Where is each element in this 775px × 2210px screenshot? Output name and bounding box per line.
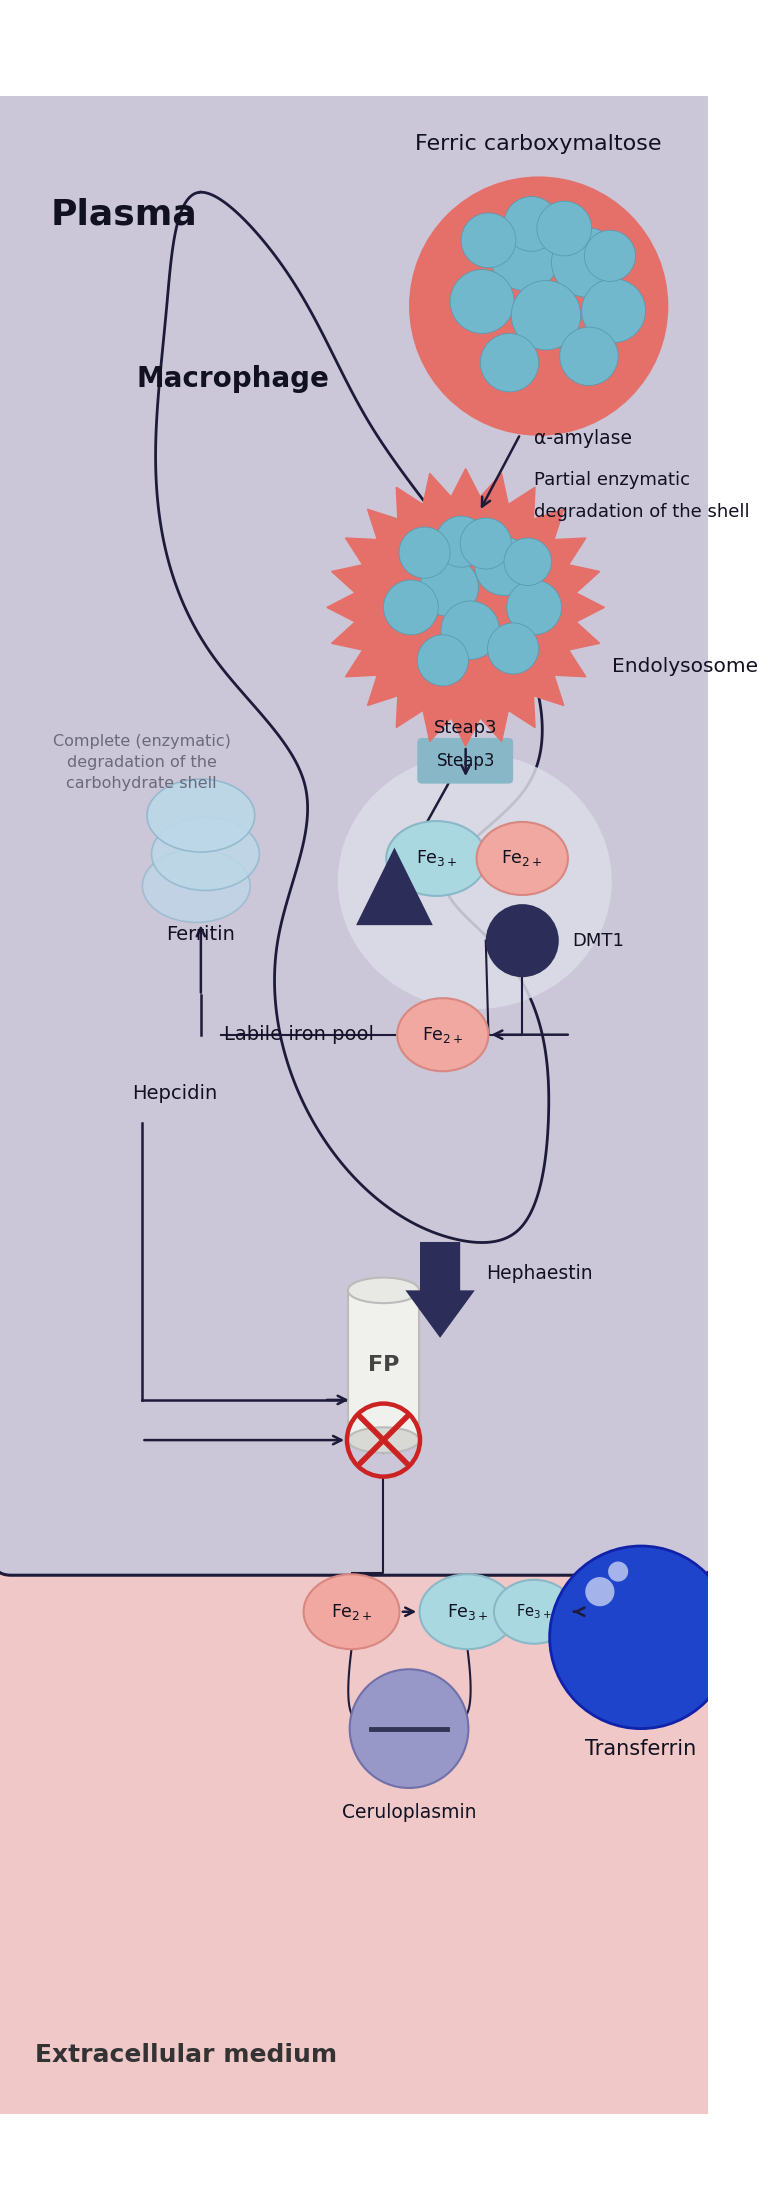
Ellipse shape bbox=[386, 822, 487, 895]
Circle shape bbox=[417, 634, 468, 685]
Polygon shape bbox=[405, 1242, 475, 1337]
Ellipse shape bbox=[419, 1574, 515, 1649]
Ellipse shape bbox=[152, 818, 260, 891]
Ellipse shape bbox=[348, 1428, 419, 1452]
Text: Ceruloplasmin: Ceruloplasmin bbox=[342, 1803, 477, 1821]
Circle shape bbox=[504, 197, 559, 252]
Ellipse shape bbox=[477, 822, 568, 895]
Circle shape bbox=[487, 623, 539, 674]
Text: Ferritin: Ferritin bbox=[167, 926, 236, 944]
Circle shape bbox=[475, 537, 533, 594]
Polygon shape bbox=[327, 469, 604, 747]
Text: Partial enzymatic: Partial enzymatic bbox=[534, 471, 690, 488]
Text: Ferric carboxymaltose: Ferric carboxymaltose bbox=[415, 133, 662, 155]
Text: Fe$_{2+}$: Fe$_{2+}$ bbox=[501, 849, 543, 869]
Circle shape bbox=[552, 228, 621, 296]
Text: Fe$_{2+}$: Fe$_{2+}$ bbox=[331, 1602, 373, 1622]
Circle shape bbox=[460, 517, 512, 568]
Circle shape bbox=[436, 517, 487, 568]
Circle shape bbox=[585, 1578, 615, 1607]
Circle shape bbox=[409, 177, 668, 435]
Text: Fe$_{3+}$: Fe$_{3+}$ bbox=[516, 1602, 552, 1622]
Circle shape bbox=[399, 526, 450, 579]
Circle shape bbox=[461, 212, 516, 267]
Text: Fe$_{3+}$: Fe$_{3+}$ bbox=[446, 1602, 488, 1622]
Text: Fe$_{2+}$: Fe$_{2+}$ bbox=[422, 1025, 463, 1045]
Text: Endolysosome: Endolysosome bbox=[611, 656, 758, 676]
Circle shape bbox=[450, 270, 514, 334]
Circle shape bbox=[480, 334, 539, 391]
Text: Labile iron pool: Labile iron pool bbox=[224, 1025, 374, 1043]
Text: α-amylase: α-amylase bbox=[534, 429, 632, 449]
Circle shape bbox=[507, 579, 562, 634]
Circle shape bbox=[537, 201, 591, 256]
Circle shape bbox=[420, 559, 478, 617]
FancyBboxPatch shape bbox=[348, 1291, 419, 1441]
Text: FP: FP bbox=[368, 1355, 399, 1375]
Text: Complete (enzymatic)
degradation of the
carbohydrate shell: Complete (enzymatic) degradation of the … bbox=[53, 734, 230, 791]
Text: Fe$_{3+}$: Fe$_{3+}$ bbox=[415, 849, 457, 869]
Text: Hepcidin: Hepcidin bbox=[133, 1083, 218, 1103]
FancyBboxPatch shape bbox=[417, 738, 513, 785]
Ellipse shape bbox=[143, 849, 250, 922]
Circle shape bbox=[491, 221, 560, 290]
Ellipse shape bbox=[397, 999, 488, 1072]
Circle shape bbox=[560, 327, 618, 385]
Circle shape bbox=[512, 281, 580, 349]
Circle shape bbox=[549, 1547, 732, 1728]
Text: Plasma: Plasma bbox=[50, 197, 197, 232]
Text: Hephaestin: Hephaestin bbox=[486, 1264, 592, 1284]
Ellipse shape bbox=[348, 1277, 419, 1304]
Ellipse shape bbox=[304, 1574, 399, 1649]
Circle shape bbox=[384, 579, 439, 634]
Circle shape bbox=[350, 1669, 468, 1788]
Ellipse shape bbox=[147, 780, 255, 853]
Text: degradation of the shell: degradation of the shell bbox=[534, 502, 749, 522]
Circle shape bbox=[608, 1562, 629, 1582]
Text: Extracellular medium: Extracellular medium bbox=[35, 2042, 337, 2066]
Ellipse shape bbox=[494, 1580, 574, 1644]
Text: Steap3: Steap3 bbox=[434, 718, 498, 736]
Text: Macrophage: Macrophage bbox=[137, 365, 330, 393]
Polygon shape bbox=[356, 846, 432, 926]
Circle shape bbox=[486, 904, 559, 977]
Circle shape bbox=[504, 537, 552, 586]
FancyBboxPatch shape bbox=[0, 88, 715, 1576]
Text: Transferrin: Transferrin bbox=[585, 1739, 697, 1759]
Circle shape bbox=[584, 230, 636, 281]
Ellipse shape bbox=[338, 754, 611, 1010]
FancyBboxPatch shape bbox=[0, 1501, 715, 2122]
Text: DMT1: DMT1 bbox=[573, 933, 625, 950]
Circle shape bbox=[441, 601, 499, 659]
Circle shape bbox=[581, 278, 646, 343]
Text: Steap3: Steap3 bbox=[436, 751, 495, 769]
